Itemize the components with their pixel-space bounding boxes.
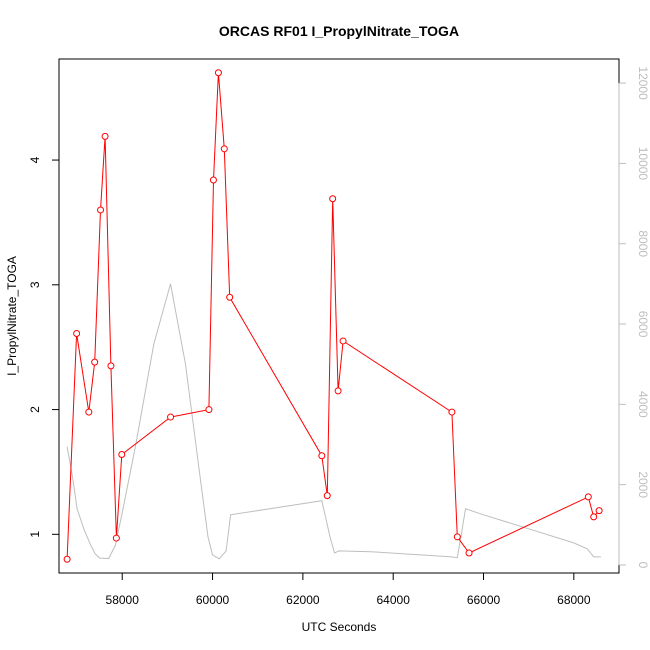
x-tick-label: 62000 xyxy=(286,593,320,607)
data-point xyxy=(85,408,93,416)
data-point xyxy=(107,362,115,370)
x-tick-label: 60000 xyxy=(196,593,230,607)
data-point xyxy=(339,337,347,345)
y2-tick-label: 4000 xyxy=(636,391,650,418)
data-point xyxy=(465,549,473,557)
data-point xyxy=(334,387,342,395)
data-point xyxy=(97,206,105,214)
data-point xyxy=(220,145,228,153)
y2-tick-label: 0 xyxy=(636,562,650,569)
y2-tick-label: 10000 xyxy=(636,147,650,181)
data-point xyxy=(91,358,99,366)
x-tick-label: 64000 xyxy=(377,593,411,607)
y2-tick-label: 2000 xyxy=(636,471,650,498)
series-layer xyxy=(63,69,603,563)
data-point xyxy=(63,555,71,563)
x-axis-label: UTC Seconds xyxy=(302,620,377,634)
data-point xyxy=(595,507,603,515)
y-tick-label: 4 xyxy=(28,156,42,163)
data-point xyxy=(167,413,175,421)
x-tick-label: 58000 xyxy=(106,593,140,607)
data-point xyxy=(101,132,109,140)
y-tick-label: 2 xyxy=(28,406,42,413)
data-point xyxy=(584,493,592,501)
y2-tick-label: 12000 xyxy=(636,66,650,100)
y-axis-right: 0 2000 4000 6000 8000 10000 12000 xyxy=(618,66,650,569)
series-line-altitude xyxy=(66,283,601,560)
y-tick-label: 1 xyxy=(28,531,42,538)
x-tick-label: 66000 xyxy=(467,593,501,607)
y2-tick-label: 8000 xyxy=(636,230,650,257)
y2-tick-label: 6000 xyxy=(636,311,650,338)
series-line-propylnitrate xyxy=(66,72,600,560)
data-point xyxy=(209,176,217,184)
data-point xyxy=(73,329,81,337)
data-point xyxy=(318,452,326,460)
x-tick-label: 68000 xyxy=(557,593,591,607)
y-tick-label: 3 xyxy=(28,281,42,288)
data-point xyxy=(214,69,222,77)
x-axis: 58000 60000 62000 64000 66000 68000 xyxy=(106,572,591,607)
data-point xyxy=(112,534,120,542)
y-axis-left: 1 2 3 4 xyxy=(28,156,60,538)
data-point xyxy=(448,408,456,416)
data-point xyxy=(590,513,598,521)
data-point xyxy=(205,406,213,414)
chart-title: ORCAS RF01 I_PropylNitrate_TOGA xyxy=(219,23,459,39)
plot-area-frame xyxy=(58,58,620,574)
data-point xyxy=(226,293,234,301)
data-point xyxy=(118,450,126,458)
data-point xyxy=(453,533,461,541)
data-point xyxy=(329,195,337,203)
y-axis-label: I_PropylNitrate_TOGA xyxy=(5,256,19,376)
data-point xyxy=(323,492,331,500)
